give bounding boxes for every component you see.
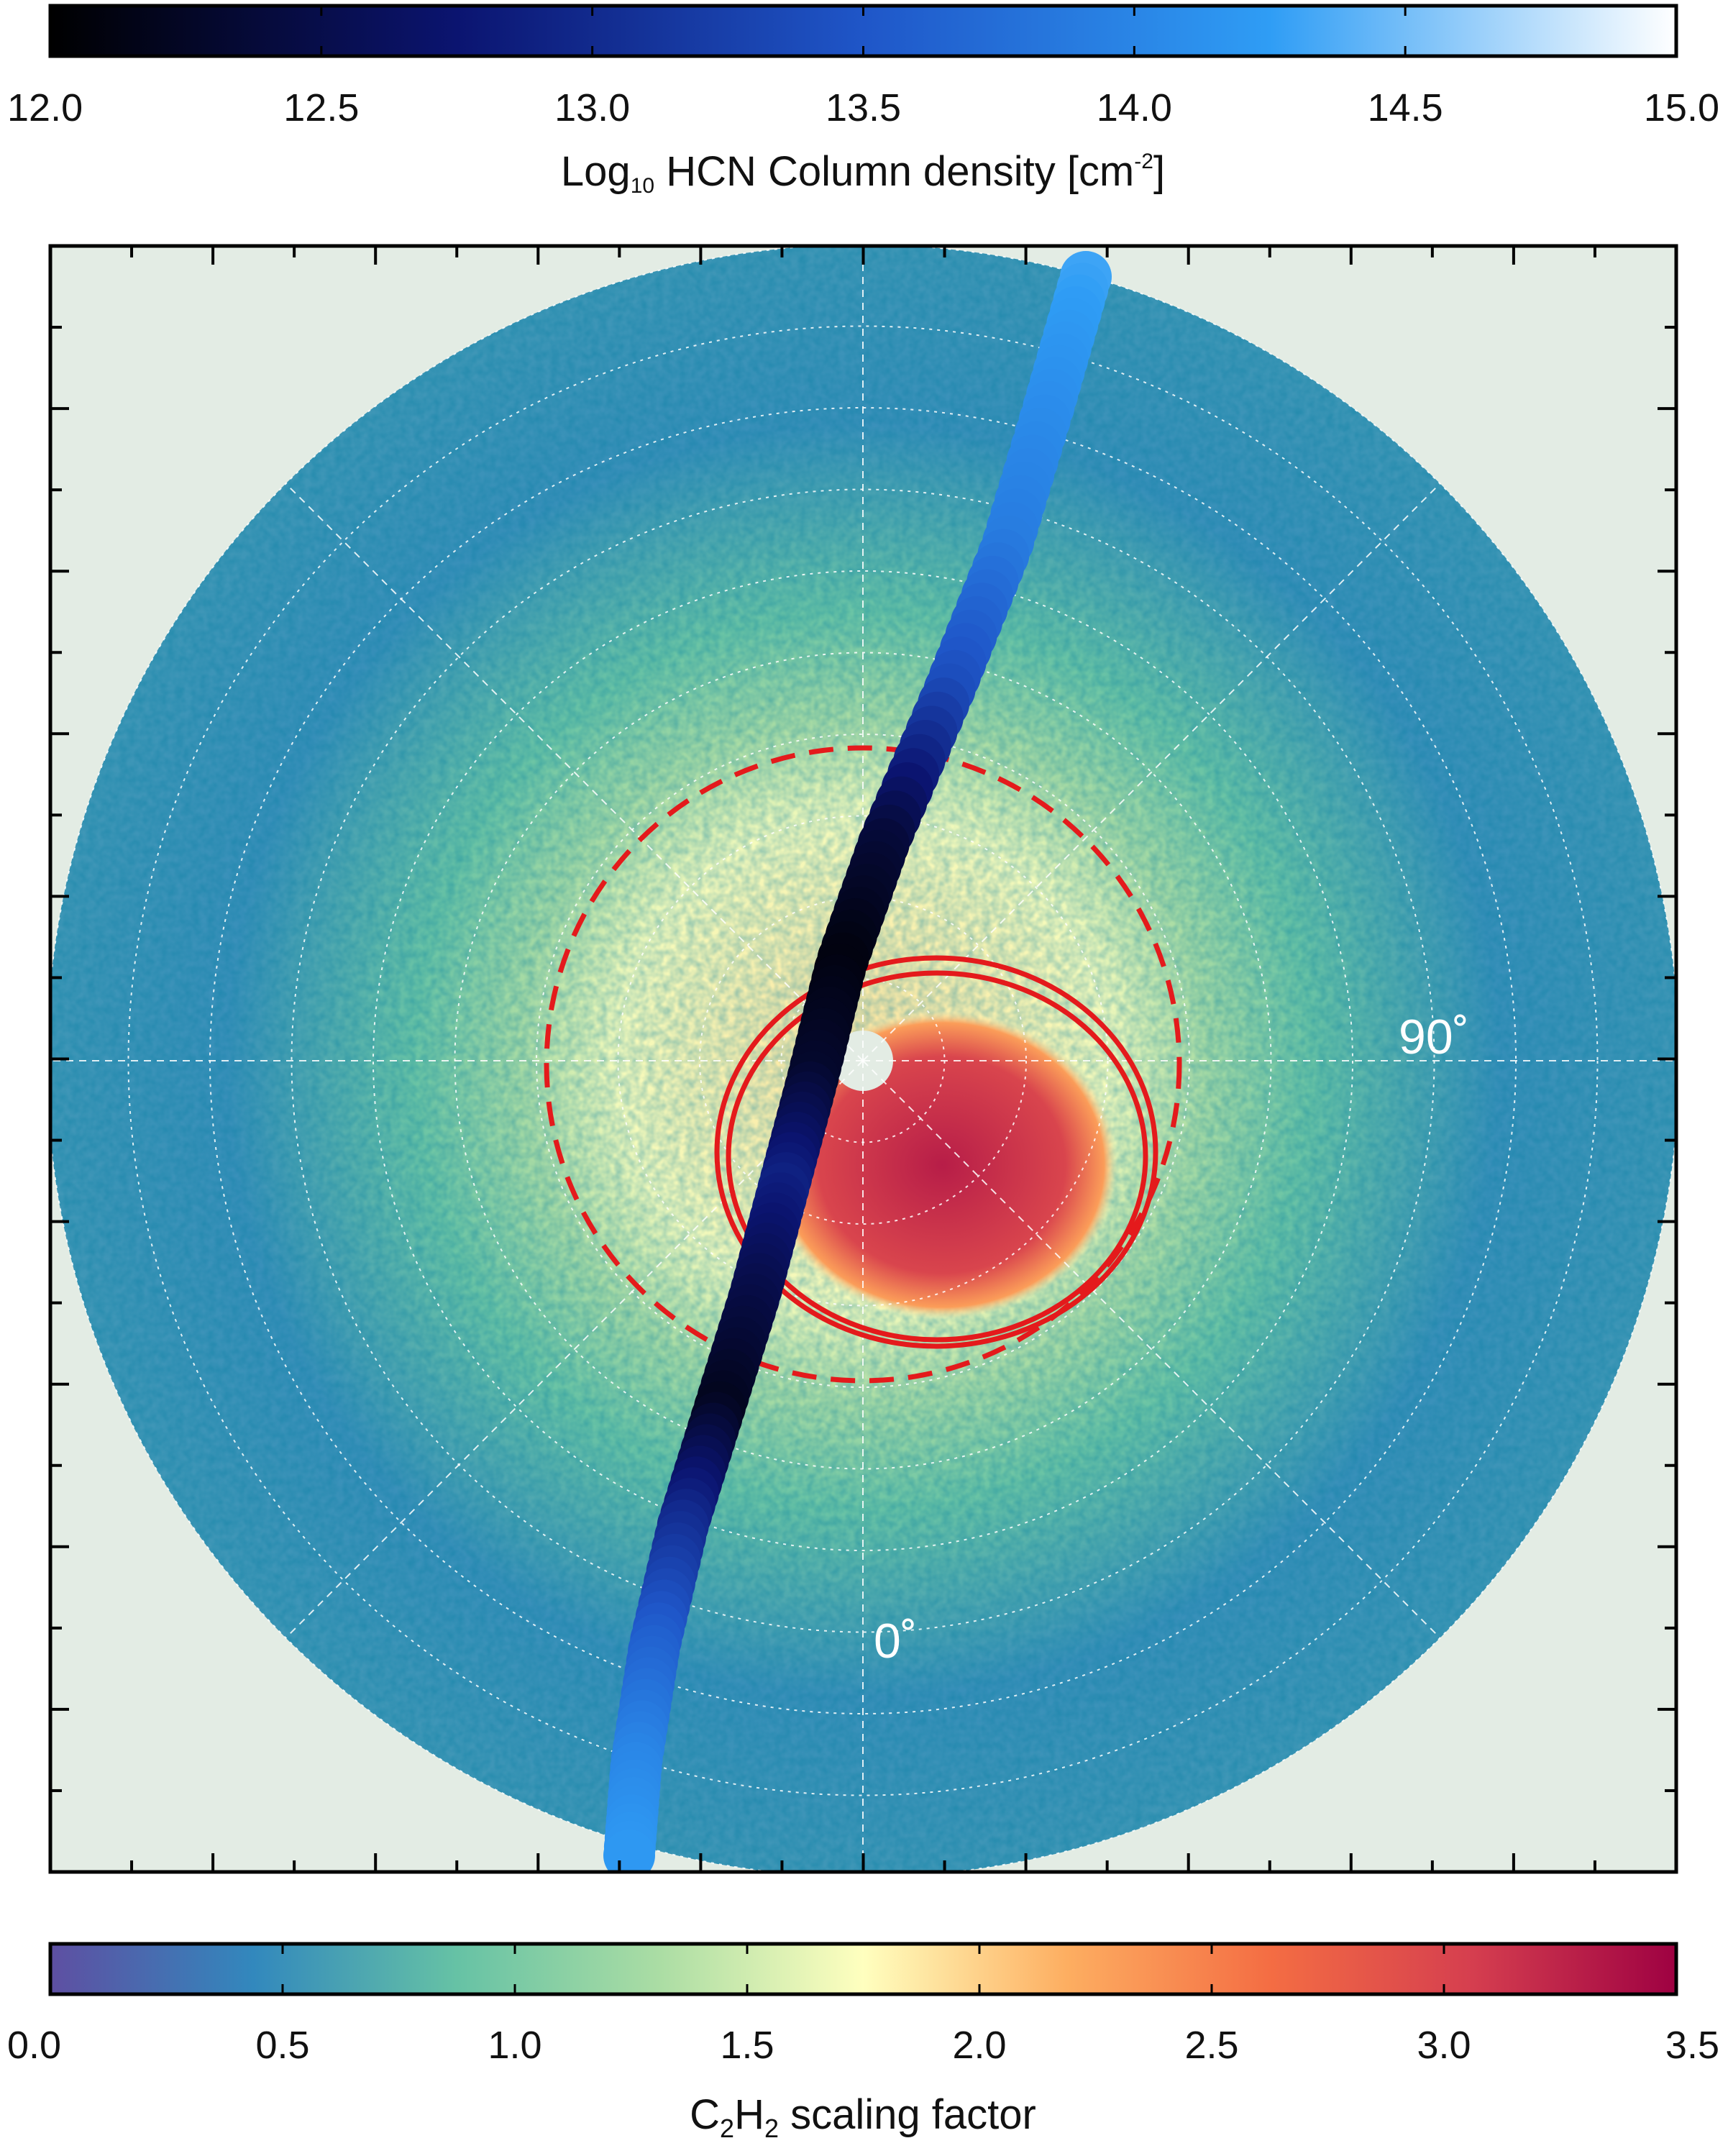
solid-contour — [726, 970, 1148, 1343]
tick-label: 15.0 — [1644, 86, 1719, 129]
tick-label: 13.5 — [826, 86, 901, 129]
grid-circle — [617, 815, 1109, 1307]
tick-label: 0.0 — [7, 2024, 61, 2067]
tick-label: 2.5 — [1184, 2024, 1238, 2067]
tick-label: 14.5 — [1368, 86, 1443, 129]
frame-ticks — [50, 246, 1676, 1872]
grid-radial — [862, 1060, 1441, 1639]
c2h2-colorbar-ticks: 0.0 0.5 1.0 1.5 2.0 2.5 3.0 3.5 — [7, 1944, 1719, 2067]
grid-circle — [127, 325, 1599, 1796]
tick-label: 1.5 — [720, 2024, 774, 2067]
tick-label: 0.5 — [255, 2024, 309, 2067]
c2h2-colorbar: 0.0 0.5 1.0 1.5 2.0 2.5 3.0 3.5 C2H2 scaling fa… — [7, 1942, 1719, 2143]
tick-label: 12.5 — [283, 86, 359, 129]
tick-label: 3.0 — [1417, 2024, 1471, 2067]
annotation-0deg: 0˚ — [874, 1614, 917, 1668]
annotation-90deg: 90˚ — [1399, 1010, 1469, 1064]
solid-contour — [714, 955, 1158, 1349]
hcn-colorbar: 12.0 12.5 13.0 13.5 14.0 14.5 15.0 Log10 HCN C… — [7, 4, 1719, 198]
polar-grid — [50, 246, 1676, 1872]
c2h2-colorbar-title: C2H2 scaling factor — [690, 2091, 1036, 2143]
grid-radial — [285, 483, 864, 1061]
tick-label: 14.0 — [1097, 86, 1172, 129]
contours — [544, 745, 1182, 1384]
tick-label: 12.0 — [7, 86, 83, 129]
tick-label: 2.0 — [952, 2024, 1006, 2067]
track-point — [603, 1830, 655, 1872]
tick-label: 13.0 — [554, 86, 630, 129]
hcn-track — [603, 251, 1112, 1872]
hcn-colorbar-ticks: 12.0 12.5 13.0 13.5 14.0 14.5 15.0 — [7, 6, 1719, 129]
hcn-colorbar-title: Log10 HCN Column density [cm-2] — [561, 148, 1165, 198]
tick-label: 1.0 — [488, 2024, 541, 2067]
dashed-contour — [544, 745, 1182, 1384]
map-panel: 90˚ 0˚ — [48, 244, 1678, 1874]
grid-circle — [372, 570, 1353, 1551]
tick-label: 3.5 — [1665, 2024, 1719, 2067]
c2h2-colorbar-strip — [48, 1942, 1678, 1996]
grid-radial — [862, 483, 1441, 1061]
